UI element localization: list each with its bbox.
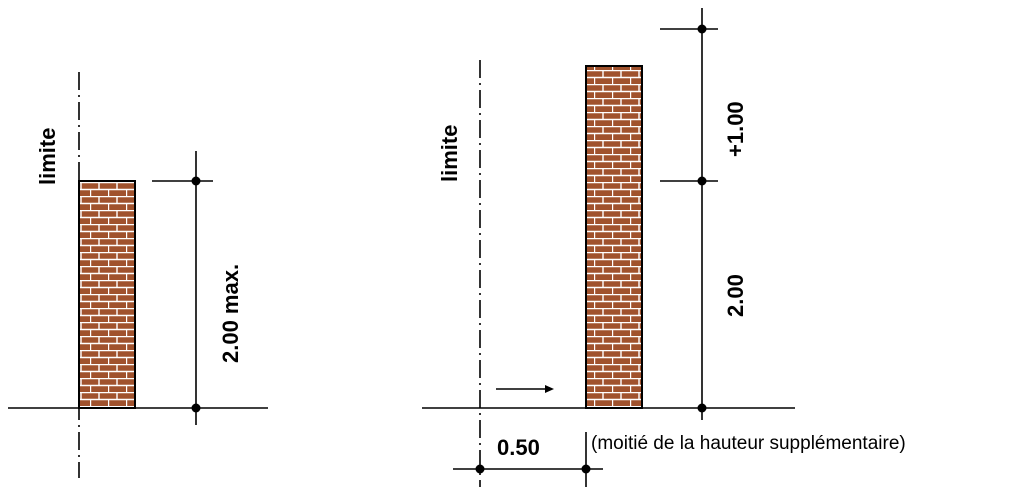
offset-label: 0.50 xyxy=(497,435,540,460)
brick-wall-left xyxy=(78,180,136,409)
dim-dot-left-top xyxy=(191,176,201,186)
limit-label-right: limite xyxy=(437,125,462,182)
brick-wall-right xyxy=(585,65,643,409)
height-label-right-extra: +1.00 xyxy=(723,101,748,157)
dim-dot-right-bottom xyxy=(697,403,707,413)
dim-dot-right-top xyxy=(697,24,707,34)
right-figure: limite +1.00 2.00 0.50 (moitié de la hau… xyxy=(422,8,906,487)
height-label-left: 2.00 max. xyxy=(218,264,243,363)
offset-dot-right xyxy=(581,464,591,474)
offset-note: (moitié de la hauteur supplémentaire) xyxy=(591,433,906,454)
dim-dot-right-mid xyxy=(697,176,707,186)
height-label-right-base: 2.00 xyxy=(723,274,748,317)
left-figure: limite 2.00 max. xyxy=(8,72,268,478)
offset-dot-left xyxy=(475,464,485,474)
arrow-head xyxy=(545,385,554,393)
limit-label-left: limite xyxy=(35,128,60,185)
dim-dot-left-bottom xyxy=(191,403,201,413)
